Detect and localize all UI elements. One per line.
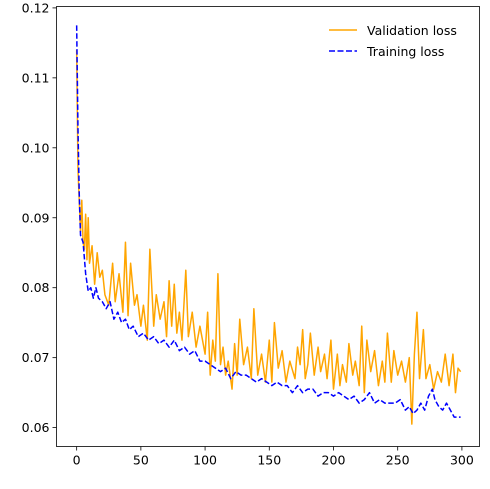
legend: Validation loss Training loss	[329, 23, 457, 59]
validation-loss-line	[75, 49, 462, 425]
y-tick-label: 0.06	[22, 420, 50, 435]
y-tick-label: 0.08	[22, 280, 50, 295]
training-loss-line	[75, 25, 461, 418]
plot-frame	[56, 6, 480, 447]
x-tick-label: 0	[73, 453, 81, 468]
x-tick-label: 50	[133, 453, 149, 468]
plot-area	[56, 6, 480, 447]
series-lines	[75, 25, 462, 425]
x-axis-ticks: 0 50 100 150 200 250 300	[73, 446, 474, 468]
y-tick-label: 0.10	[22, 140, 50, 155]
y-axis-ticks: 0.06 0.07 0.08 0.09 0.10 0.11 0.12	[22, 0, 57, 435]
x-tick-label: 300	[450, 453, 474, 468]
x-tick-label: 100	[193, 453, 217, 468]
plot-background	[56, 6, 480, 447]
y-tick-label: 0.11	[22, 70, 50, 85]
y-tick-label: 0.12	[22, 0, 50, 15]
x-tick-label: 150	[257, 453, 281, 468]
y-tick-label: 0.09	[22, 210, 50, 225]
legend-training-label: Training loss	[366, 44, 444, 59]
y-tick-label: 0.07	[22, 350, 50, 365]
legend-validation-label: Validation loss	[367, 23, 457, 38]
x-tick-label: 200	[322, 453, 346, 468]
x-tick-label: 250	[386, 453, 410, 468]
